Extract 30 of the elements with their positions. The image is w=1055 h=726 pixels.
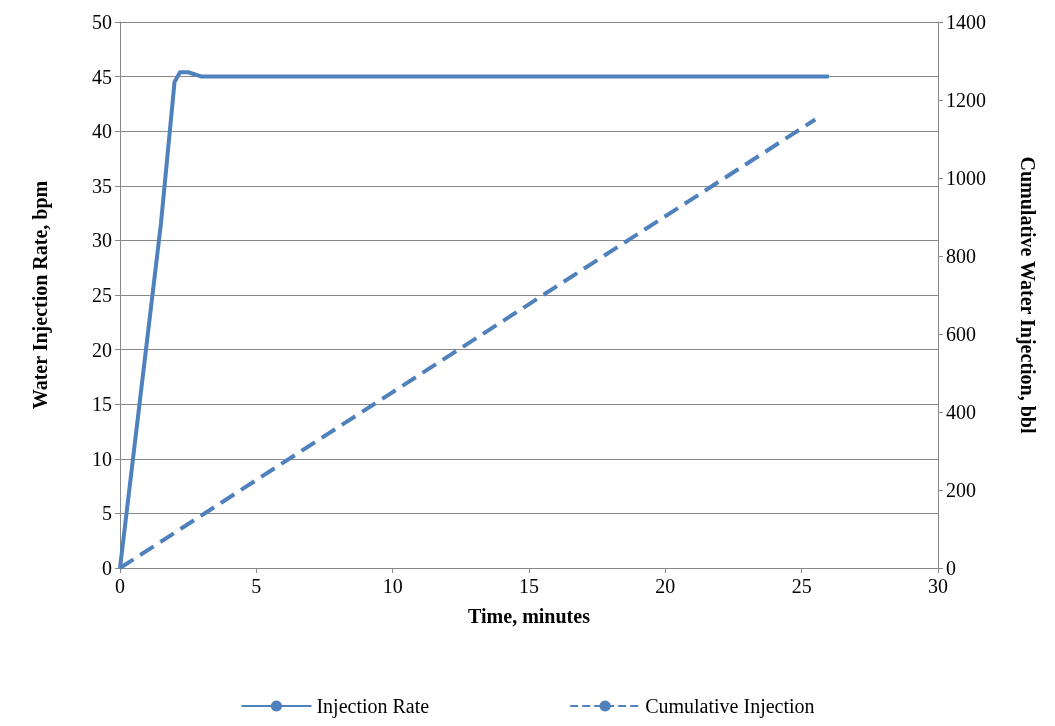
y-tick-label: 40 bbox=[92, 120, 112, 143]
y2-tick-label: 400 bbox=[946, 401, 976, 423]
y2-tick-label: 800 bbox=[946, 245, 976, 267]
y-tick-label: 20 bbox=[92, 338, 112, 361]
y-tick-label: 35 bbox=[92, 174, 112, 197]
y2-tick-label: 200 bbox=[946, 479, 976, 501]
y2-axis-title: Cumulative Water Injection, bbl bbox=[1016, 156, 1039, 434]
y2-tick-label: 1400 bbox=[946, 11, 986, 33]
x-tick-label: 25 bbox=[791, 575, 812, 597]
y-tick-label: 10 bbox=[92, 447, 112, 470]
y2-tick-label: 0 bbox=[946, 557, 956, 579]
x-axis-title: Time, minutes bbox=[468, 605, 591, 627]
y-tick-label: 5 bbox=[102, 502, 112, 525]
y-tick-label: 30 bbox=[92, 229, 112, 252]
x-tick-label: 5 bbox=[251, 575, 262, 597]
x-tick-label: 15 bbox=[519, 575, 539, 597]
legend-label: Cumulative Injection bbox=[645, 695, 815, 718]
y2-tick-label: 600 bbox=[946, 323, 976, 345]
x-tick-label: 20 bbox=[655, 575, 676, 597]
legend-label: Injection Rate bbox=[316, 695, 430, 718]
y-tick-label: 0 bbox=[102, 557, 112, 579]
y-tick-label: 25 bbox=[92, 284, 112, 306]
y-tick-label: 45 bbox=[92, 65, 112, 88]
y-axis-title: Water Injection Rate, bpm bbox=[29, 180, 52, 410]
y2-tick-label: 1200 bbox=[946, 89, 986, 111]
y-tick-label: 15 bbox=[92, 393, 112, 416]
x-tick-label: 10 bbox=[382, 575, 403, 597]
x-tick-label: 30 bbox=[928, 575, 948, 597]
y2-tick-label: 1000 bbox=[946, 167, 986, 189]
y-tick-label: 50 bbox=[92, 11, 112, 33]
